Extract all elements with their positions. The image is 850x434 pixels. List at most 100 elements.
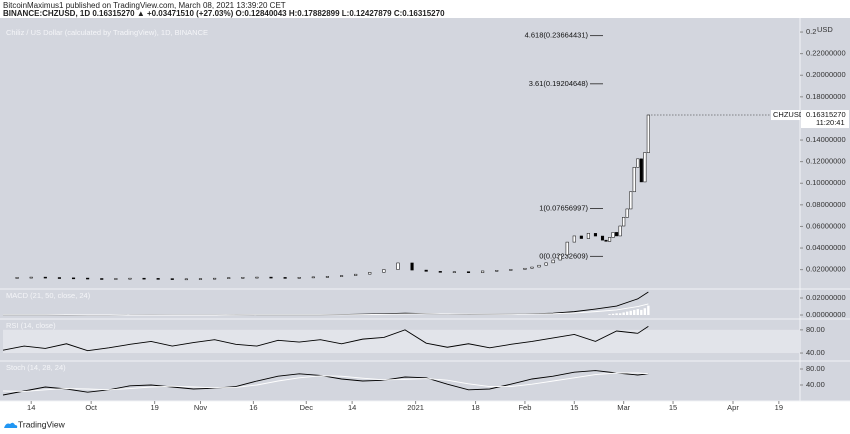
candle bbox=[523, 267, 527, 270]
histogram-bar bbox=[625, 311, 629, 316]
candle bbox=[537, 264, 541, 268]
candle bbox=[283, 277, 287, 279]
pane-title: Stoch (14, 28, 24) bbox=[6, 363, 66, 372]
symbol-box bbox=[771, 110, 800, 121]
x-tick-label: Oct bbox=[85, 403, 98, 412]
candle bbox=[530, 266, 534, 269]
candle bbox=[625, 208, 629, 218]
candle bbox=[184, 278, 188, 281]
pane-title: MACD (21, 50, close, 24) bbox=[6, 291, 91, 300]
x-tick-label: Dec bbox=[300, 403, 314, 412]
histogram-bar bbox=[636, 309, 639, 316]
x-tick-label: 2021 bbox=[407, 403, 424, 412]
candle bbox=[114, 278, 118, 280]
y-tick-label: 0.12000000 bbox=[806, 157, 846, 166]
candle bbox=[170, 278, 174, 280]
x-tick-label: Nov bbox=[194, 403, 208, 412]
candle bbox=[29, 276, 33, 279]
indicator-line bbox=[2, 326, 649, 352]
x-tick-label: 19 bbox=[150, 403, 158, 412]
x-tick-label: Apr bbox=[727, 403, 739, 412]
indicator-line bbox=[2, 372, 649, 392]
candle bbox=[354, 273, 358, 276]
candle bbox=[608, 237, 612, 242]
indicator-line bbox=[2, 370, 649, 396]
x-tick-label: 15 bbox=[570, 403, 578, 412]
y-tick-label: 40.00 bbox=[806, 348, 825, 357]
candle bbox=[424, 269, 428, 272]
candle bbox=[572, 235, 576, 243]
candle bbox=[241, 277, 245, 279]
candle bbox=[629, 191, 633, 210]
candle bbox=[100, 278, 104, 280]
candle bbox=[396, 262, 400, 270]
footer: TradingView bbox=[18, 419, 66, 429]
candle bbox=[636, 158, 640, 168]
candle bbox=[551, 259, 555, 264]
x-tick-label: Mar bbox=[617, 403, 630, 412]
candle bbox=[586, 233, 590, 239]
x-tick-label: 18 bbox=[471, 403, 479, 412]
currency: USD bbox=[817, 25, 833, 34]
y-tick-label: 0.18000000 bbox=[806, 92, 846, 101]
x-tick-label: 19 bbox=[775, 403, 783, 412]
candle bbox=[495, 270, 499, 272]
candle bbox=[43, 276, 47, 279]
y-tick-label: 0.06000000 bbox=[806, 221, 846, 230]
candle bbox=[198, 278, 203, 280]
y-tick-label: 80.00 bbox=[806, 325, 825, 334]
candle bbox=[382, 269, 386, 273]
candle bbox=[544, 262, 548, 266]
fib-label: 1(0.07656997) bbox=[539, 204, 588, 213]
footer-logo bbox=[4, 422, 18, 428]
candle bbox=[297, 277, 301, 279]
candle bbox=[452, 271, 456, 273]
candle bbox=[579, 235, 583, 239]
symbol-line: BINANCE:CHZUSD, 1D 0.16315270 ▲ +0.03471… bbox=[3, 9, 445, 18]
y-tick-label: 0.14000000 bbox=[806, 135, 846, 144]
y-tick-label: 40.00 bbox=[806, 380, 825, 389]
candle bbox=[438, 271, 442, 273]
histogram-bar bbox=[633, 309, 636, 316]
histogram-bar bbox=[629, 310, 632, 316]
y-tick-label: 0.08000000 bbox=[806, 200, 846, 209]
histogram-bar bbox=[643, 308, 647, 316]
pane-title: RSI (14, close) bbox=[6, 321, 56, 330]
price-label: 0.16315270 bbox=[806, 110, 846, 119]
candle bbox=[339, 275, 344, 277]
candle bbox=[615, 232, 619, 237]
candle bbox=[466, 271, 471, 273]
candle bbox=[593, 233, 598, 237]
candle bbox=[639, 158, 643, 183]
candle bbox=[632, 167, 636, 193]
pane-title: Chiliz / US Dollar (calculated by Tradin… bbox=[6, 28, 208, 37]
candle bbox=[618, 225, 622, 237]
y-tick-label: 0.22000000 bbox=[806, 49, 846, 58]
candle bbox=[611, 232, 615, 238]
y-tick-label: 0.20000000 bbox=[806, 70, 846, 79]
indicator-line bbox=[3, 303, 649, 316]
y-tick-label: 0.10000000 bbox=[806, 178, 846, 187]
candle bbox=[142, 277, 146, 280]
candle bbox=[227, 277, 231, 279]
candle bbox=[86, 277, 90, 280]
fib-label: 4.618(0.23664431) bbox=[525, 31, 589, 40]
candle bbox=[156, 278, 160, 280]
histogram-bar bbox=[608, 314, 611, 316]
x-tick-label: 16 bbox=[249, 403, 257, 412]
candle bbox=[15, 277, 19, 279]
fib-label: 0(0.03232609) bbox=[539, 251, 588, 260]
candle bbox=[604, 239, 608, 242]
candle bbox=[255, 276, 259, 279]
countdown: 11:20:41 bbox=[816, 118, 845, 127]
candle bbox=[622, 217, 626, 227]
fib-label: 3.61(0.19204648) bbox=[529, 79, 589, 88]
y-tick-label: 0.02000000 bbox=[806, 293, 846, 302]
candle bbox=[565, 241, 569, 256]
candle bbox=[481, 270, 485, 273]
histogram-bar bbox=[615, 313, 618, 316]
candle bbox=[558, 254, 562, 261]
symbol-label: CHZUSD bbox=[773, 110, 805, 119]
y-tick-label: 80.00 bbox=[806, 364, 825, 373]
y-tick-label: 0.02000000 bbox=[806, 265, 846, 274]
